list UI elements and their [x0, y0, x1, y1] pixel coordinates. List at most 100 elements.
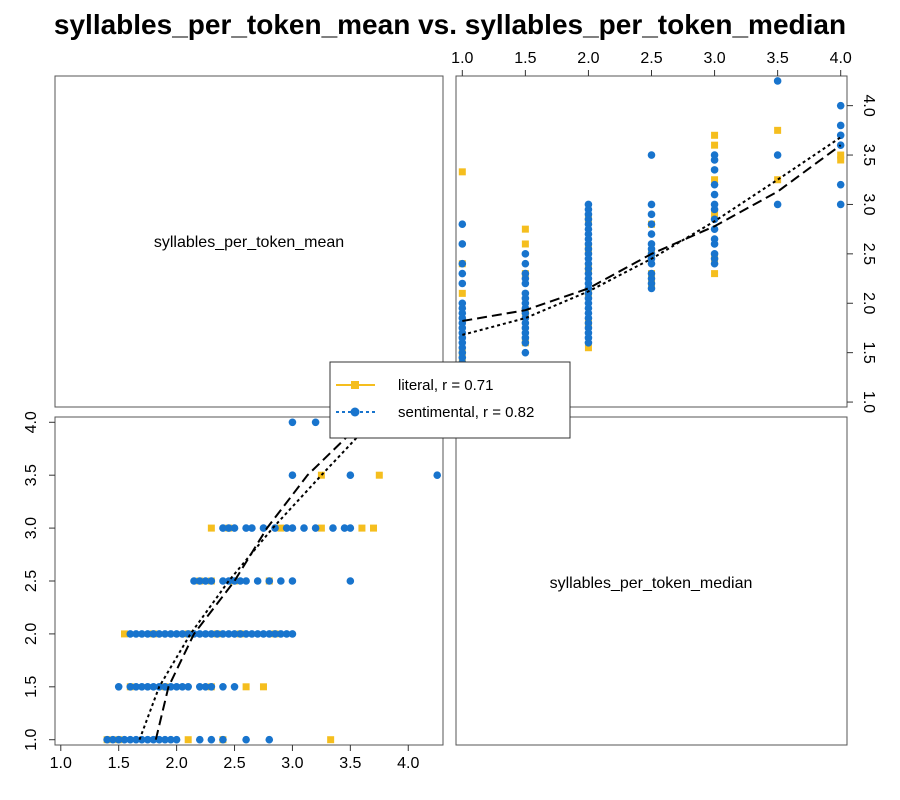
bottom-left-point-sentimental — [172, 735, 181, 744]
bottom-left-point-sentimental — [207, 683, 216, 691]
bottom-left-point-sentimental — [207, 735, 216, 744]
top-right-point-sentimental — [521, 338, 530, 347]
bottom-left-point-sentimental — [271, 524, 279, 532]
bottom-left-point-sentimental — [207, 577, 216, 585]
top-right-point-sentimental — [521, 279, 530, 288]
top-right-point-sentimental — [458, 240, 467, 248]
bottom-left-point-sentimental — [201, 630, 210, 638]
bottom-left-point-sentimental — [207, 630, 216, 638]
bottom-left-point-sentimental — [138, 630, 146, 638]
bottom-left-point-sentimental — [271, 630, 279, 638]
top-right-point-literal — [521, 225, 529, 233]
left-axis-tick-label: 1.5 — [23, 676, 40, 698]
left-axis-tick-label: 1.0 — [23, 728, 40, 750]
bottom-left-point-literal — [259, 683, 267, 691]
legend-marker-literal — [351, 381, 359, 389]
top-axis-tick-label: 1.5 — [514, 50, 536, 67]
top-right-point-literal — [711, 176, 719, 184]
bottom-left-point-sentimental — [259, 630, 268, 638]
bottom-left-point-sentimental — [219, 735, 227, 744]
bottom-left-point-sentimental — [143, 630, 152, 638]
bottom-left-scatter-points — [103, 418, 442, 744]
top-right-point-sentimental — [647, 220, 656, 229]
bottom-left-smooth-lines — [138, 421, 372, 741]
top-right-point-sentimental — [710, 166, 719, 174]
bottom-left-point-sentimental — [230, 524, 239, 532]
right-axis-tick-label: 3.0 — [860, 193, 877, 215]
bottom-left-point-sentimental — [242, 577, 250, 585]
top-right-point-literal — [458, 168, 466, 176]
bottom-left-point-sentimental — [236, 577, 245, 585]
bottom-left-point-sentimental — [219, 524, 227, 532]
top-right-point-sentimental — [710, 190, 719, 199]
bottom-left-point-sentimental — [253, 577, 262, 585]
bottom-left-point-literal — [370, 524, 378, 532]
bottom-left-point-sentimental — [190, 577, 198, 585]
top-axis-tick-label: 4.0 — [830, 50, 852, 67]
bottom-left-point-sentimental — [224, 524, 233, 532]
top-axis-tick-label: 1.0 — [451, 50, 473, 67]
bottom-left-point-sentimental — [172, 630, 181, 638]
top-right-point-sentimental — [836, 101, 845, 110]
bottom-left-point-sentimental — [132, 735, 140, 744]
bottom-left-point-sentimental — [155, 735, 164, 744]
top-right-point-sentimental — [710, 225, 719, 233]
bottom-left-point-sentimental — [224, 630, 233, 638]
bottom-left-point-sentimental — [311, 524, 320, 532]
bottom-left-point-sentimental — [346, 577, 355, 585]
bottom-left-point-sentimental — [120, 735, 129, 744]
top-right-smooth-lines — [462, 136, 842, 336]
bottom-left-point-sentimental — [132, 630, 140, 638]
bottom-left-point-sentimental — [114, 735, 123, 744]
bottom-left-point-literal — [375, 471, 383, 479]
bottom-left-point-sentimental — [138, 683, 146, 691]
bottom-left-point-sentimental — [282, 630, 291, 638]
bottom-left-point-sentimental — [329, 524, 337, 532]
bottom-left-point-sentimental — [230, 683, 239, 691]
top-right-point-sentimental — [836, 121, 845, 130]
bottom-left-point-sentimental — [242, 524, 250, 532]
bottom-left-point-sentimental — [230, 630, 239, 638]
bottom-left-point-sentimental — [219, 577, 227, 585]
panel-top-left-frame — [54, 75, 444, 408]
top-axis-tick-label: 2.0 — [577, 50, 599, 67]
bottom-left-point-sentimental — [288, 524, 297, 532]
bottom-left-point-sentimental — [346, 524, 355, 532]
variable-label-mean: syllables_per_token_mean — [154, 234, 344, 251]
top-right-point-sentimental — [647, 200, 656, 209]
bottom-left-point-literal — [207, 524, 215, 532]
top-right-point-sentimental — [710, 205, 719, 214]
bottom-axis-tick-label: 3.0 — [281, 755, 303, 772]
bottom-left-point-sentimental — [143, 735, 152, 744]
top-right-point-sentimental — [458, 220, 467, 229]
bottom-left-point-sentimental — [242, 735, 250, 744]
top-right-point-literal — [711, 270, 719, 278]
bottom-left-point-sentimental — [219, 630, 227, 638]
bottom-left-smooth-line-literal — [154, 421, 363, 740]
top-right-smooth-line-sentimental — [462, 136, 842, 336]
left-axis-tick-label: 3.0 — [23, 517, 40, 539]
bottom-left-smooth-line-sentimental — [138, 421, 372, 741]
top-right-point-sentimental — [647, 259, 656, 268]
top-right-point-literal — [711, 210, 719, 218]
legend-marker-sentimental — [350, 407, 360, 417]
bottom-left-point-sentimental — [248, 524, 256, 532]
right-axis-tick-label: 1.0 — [860, 391, 877, 413]
top-axis-tick-label: 3.0 — [703, 50, 725, 67]
top-right-point-sentimental — [710, 180, 719, 189]
top-right-point-sentimental — [584, 338, 593, 347]
bottom-left-point-sentimental — [167, 735, 175, 744]
top-right-point-sentimental — [458, 269, 467, 278]
bottom-left-point-sentimental — [219, 683, 227, 691]
bottom-left-point-sentimental — [236, 630, 245, 638]
bottom-left-point-sentimental — [109, 735, 117, 744]
legend: literal, r = 0.71 sentimental, r = 0.82 — [329, 361, 571, 439]
top-right-point-literal — [711, 141, 719, 149]
bottom-left-point-sentimental — [259, 524, 268, 532]
bottom-axis-tick-label: 3.5 — [339, 755, 361, 772]
top-right-point-sentimental — [773, 200, 782, 209]
bottom-left-point-sentimental — [242, 630, 250, 638]
bottom-left-point-sentimental — [195, 577, 204, 585]
bottom-left-point-sentimental — [195, 683, 204, 691]
